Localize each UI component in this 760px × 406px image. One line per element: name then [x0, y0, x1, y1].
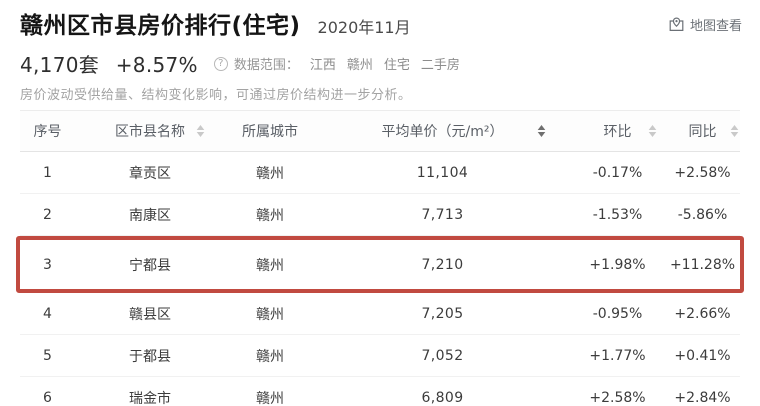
cell-yoy: +2.58%	[674, 164, 731, 181]
col-header-name[interactable]: 区市县名称	[75, 111, 225, 151]
table-row[interactable]: 1 章贡区 赣州 11,104 -0.17% +2.58%	[20, 152, 740, 194]
cell-mom: +2.58%	[589, 389, 646, 406]
map-view-label: 地图查看	[689, 18, 742, 34]
stats-row: 4,170套 +8.57% ? 数据范围： 江西 赣州 住宅 二手房	[20, 49, 742, 78]
map-view-button[interactable]: 地图查看	[668, 15, 742, 34]
col-header-price[interactable]: 平均单价（元/m²）	[315, 111, 570, 151]
cell-city: 赣州	[256, 165, 284, 182]
cell-price: 7,210	[421, 256, 464, 273]
sort-icon-yoy[interactable]	[730, 125, 739, 137]
cell-mom: -0.17%	[592, 164, 643, 181]
cell-mom: -1.53%	[592, 206, 643, 223]
table-row[interactable]: 6 瑞金市 赣州 6,809 +2.58% +2.84%	[20, 377, 740, 406]
cell-rank: 3	[43, 256, 52, 273]
col-header-rank: 序号	[33, 124, 62, 140]
listing-change: +8.57%	[115, 53, 198, 77]
cell-name: 南康区	[129, 207, 171, 224]
col-header-city: 所属城市	[242, 124, 298, 140]
cell-rank: 5	[43, 347, 52, 364]
highlight-box: 3 宁都县 赣州 7,210 +1.98% +11.28%	[16, 236, 744, 293]
cell-rank: 4	[43, 305, 52, 322]
cell-mom: -0.95%	[592, 305, 643, 322]
sort-icon-name[interactable]	[196, 125, 205, 137]
cell-city: 赣州	[256, 390, 284, 406]
table-row[interactable]: 4 赣县区 赣州 7,205 -0.95% +2.66%	[20, 293, 740, 335]
scope-tag-type[interactable]: 住宅	[383, 58, 410, 73]
cell-mom: +1.77%	[589, 347, 646, 364]
listing-count: 4,170套	[20, 53, 100, 77]
cell-name: 宁都县	[129, 257, 171, 274]
cell-price: 11,104	[416, 164, 469, 181]
cell-yoy: +11.28%	[669, 256, 736, 273]
data-scope: ? 数据范围： 江西 赣州 住宅 二手房	[213, 54, 460, 73]
table-header-row: 序号 区市县名称 所属城市 平均单价（元/m²） 环比 同比	[20, 110, 740, 152]
cell-name: 瑞金市	[129, 390, 171, 406]
col-header-yoy[interactable]: 同比	[665, 111, 740, 151]
sort-icon-mom[interactable]	[648, 125, 657, 137]
scope-tag-market[interactable]: 二手房	[420, 58, 460, 73]
cell-price: 6,809	[421, 389, 464, 406]
cell-name: 章贡区	[129, 165, 171, 182]
cell-city: 赣州	[256, 306, 284, 323]
table-row[interactable]: 3 宁都县 赣州 7,210 +1.98% +11.28%	[20, 240, 740, 289]
map-pin-icon	[668, 16, 685, 32]
cell-price: 7,052	[421, 347, 464, 364]
cell-rank: 6	[43, 389, 52, 406]
cell-price: 7,205	[421, 305, 464, 322]
page-header: 赣州区市县房价排行(住宅) 2020年11月 地图查看 4,170套 +8.57…	[0, 0, 760, 103]
cell-mom: +1.98%	[589, 256, 646, 273]
scope-label: 数据范围：	[233, 58, 299, 73]
cell-city: 赣州	[256, 348, 284, 365]
scope-tag-province[interactable]: 江西	[309, 58, 336, 73]
analysis-hint: 房价波动受供给量、结构变化影响，可通过房价结构进一步分析。	[20, 88, 412, 103]
cell-price: 7,713	[421, 206, 464, 223]
listing-stats: 4,170套 +8.57%	[20, 49, 198, 78]
sort-icon-price-active[interactable]	[537, 125, 546, 137]
cell-yoy: -5.86%	[677, 206, 728, 223]
report-date: 2020年11月	[317, 17, 411, 37]
table-body: 1 章贡区 赣州 11,104 -0.17% +2.58% 2 南康区 赣州 7,713 -1.53…	[16, 152, 744, 406]
cell-rank: 2	[43, 206, 52, 223]
cell-city: 赣州	[256, 207, 284, 224]
cell-name: 赣县区	[129, 306, 171, 323]
cell-yoy: +2.84%	[674, 389, 731, 406]
info-icon[interactable]: ?	[213, 56, 228, 71]
cell-name: 于都县	[129, 348, 171, 365]
cell-yoy: +0.41%	[674, 347, 731, 364]
cell-city: 赣州	[256, 257, 284, 274]
page-title: 赣州区市县房价排行(住宅)	[20, 13, 301, 39]
table-row[interactable]: 2 南康区 赣州 7,713 -1.53% -5.86%	[20, 194, 740, 236]
cell-yoy: +2.66%	[674, 305, 731, 322]
col-header-mom[interactable]: 环比	[570, 111, 665, 151]
scope-tag-city[interactable]: 赣州	[346, 58, 373, 73]
title-row: 赣州区市县房价排行(住宅) 2020年11月 地图查看	[20, 6, 742, 40]
price-ranking-table: 序号 区市县名称 所属城市 平均单价（元/m²） 环比 同比	[16, 110, 744, 406]
cell-rank: 1	[43, 164, 52, 181]
table-row[interactable]: 5 于都县 赣州 7,052 +1.77% +0.41%	[20, 335, 740, 377]
